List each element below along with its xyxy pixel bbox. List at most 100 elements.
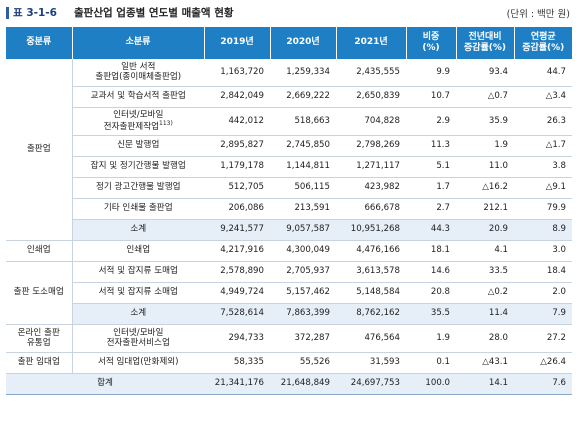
value-cell: 506,115 <box>270 177 336 199</box>
subcategory-cell: 인터넷/모바일 전자출판서비스업 <box>72 324 204 353</box>
value-cell: △1.7 <box>514 135 572 157</box>
value-cell: 213,591 <box>270 198 336 220</box>
value-cell: 704,828 <box>336 107 406 136</box>
column-header: 2020년 <box>270 27 337 59</box>
total-value-cell: 7.6 <box>514 373 572 395</box>
value-cell: 1,179,178 <box>204 156 270 178</box>
value-cell: 9.9 <box>406 59 456 87</box>
value-cell: 476,564 <box>336 324 406 353</box>
value-cell: 3.8 <box>514 156 572 178</box>
value-cell: 11.4 <box>456 303 514 325</box>
category-cell: 출판업 <box>6 59 73 241</box>
value-cell: 79.9 <box>514 198 572 220</box>
value-cell: 294,733 <box>204 324 270 353</box>
value-cell: 55,526 <box>270 352 336 374</box>
subtotal-row: 소계 7,528,614 7,863,399 8,762,162 35.5 11.4 7.9 <box>6 303 572 325</box>
value-cell: 2,650,839 <box>336 86 406 108</box>
value-cell: △43.1 <box>456 352 514 374</box>
value-cell: 2,745,850 <box>270 135 336 157</box>
subcategory-cell: 서적 및 잡지류 도매업 <box>72 261 204 283</box>
value-cell: △26.4 <box>514 352 572 374</box>
value-cell: 2,578,890 <box>204 261 270 283</box>
table-row: 신문 발행업 2,895,827 2,745,850 2,798,269 11.3 1.9… <box>6 135 572 157</box>
value-cell: 5,148,584 <box>336 282 406 304</box>
subcategory-cell: 서적 및 잡지류 소매업 <box>72 282 204 304</box>
column-header: 중분류 <box>6 27 73 59</box>
value-cell: 18.4 <box>514 261 572 283</box>
header-row: 중분류 소분류 2019년 2020년 2021년 비중 (%) 전년대비 증감률(%) 연평균 증… <box>6 27 572 59</box>
total-label: 합계 <box>6 373 204 395</box>
value-cell: △9.1 <box>514 177 572 199</box>
value-cell: △16.2 <box>456 177 514 199</box>
total-value-cell: 21,648,849 <box>270 373 336 395</box>
value-cell: 58,335 <box>204 352 270 374</box>
table-row: 기타 인쇄물 출판업 206,086 213,591 666,678 2.7 212.1 7… <box>6 198 572 220</box>
value-cell: 1,271,117 <box>336 156 406 178</box>
subtotal-row: 소계 9,241,577 9,057,587 10,951,268 44.3 20.9 8.… <box>6 219 572 241</box>
column-header: 전년대비 증감률(%) <box>456 27 515 59</box>
value-cell: 8.9 <box>514 219 572 241</box>
value-cell: 5,157,462 <box>270 282 336 304</box>
column-header: 2019년 <box>204 27 271 59</box>
value-cell: 2,895,827 <box>204 135 270 157</box>
subcategory-cell: 일반 서적 출판업(종이매체출판업) <box>72 59 204 87</box>
subcategory-cell: 서적 임대업(만화제외) <box>72 352 204 374</box>
category-cell: 인쇄업 <box>6 240 73 262</box>
subcategory-cell: 정기 광고간행물 발행업 <box>72 177 204 199</box>
table-title: 출판산업 업종별 연도별 매출액 현황 <box>74 7 234 19</box>
total-row: 합계 21,341,176 21,648,849 24,697,753 100.0 14.… <box>6 373 572 395</box>
value-cell: 666,678 <box>336 198 406 220</box>
value-cell: △0.2 <box>456 282 514 304</box>
value-cell: 1,144,811 <box>270 156 336 178</box>
category-cell: 출판 임대업 <box>6 352 73 374</box>
table-row: 정기 광고간행물 발행업 512,705 506,115 423,982 1.7 △16.… <box>6 177 572 199</box>
value-cell: 44.7 <box>514 59 572 87</box>
value-cell: 2.9 <box>406 107 456 136</box>
table-row: 인쇄업 인쇄업 4,217,916 4,300,049 4,476,166 18.1 4.1… <box>6 240 572 262</box>
unit-label: (단위 : 백만 원) <box>506 9 570 20</box>
value-cell: 9,241,577 <box>204 219 270 241</box>
value-cell: 11.0 <box>456 156 514 178</box>
subcategory-cell: 인쇄업 <box>72 240 204 262</box>
subcategory-cell: 신문 발행업 <box>72 135 204 157</box>
value-cell: 2.0 <box>514 282 572 304</box>
value-cell: 9,057,587 <box>270 219 336 241</box>
value-cell: 1.9 <box>406 324 456 353</box>
column-header: 연평균 증감률(%) <box>514 27 572 59</box>
value-cell: 3.0 <box>514 240 572 262</box>
value-cell: △3.4 <box>514 86 572 108</box>
value-cell: 2,435,555 <box>336 59 406 87</box>
total-value-cell: 24,697,753 <box>336 373 406 395</box>
value-cell: 33.5 <box>456 261 514 283</box>
value-cell: 28.0 <box>456 324 514 353</box>
table-number: 표 3-1-6 <box>13 7 57 19</box>
value-cell: 4,949,724 <box>204 282 270 304</box>
value-cell: 1.7 <box>406 177 456 199</box>
value-cell: 4,300,049 <box>270 240 336 262</box>
value-cell: 212.1 <box>456 198 514 220</box>
subcategory-cell: 인터넷/모바일 전자출판제작업113) <box>72 107 204 136</box>
value-cell: 20.8 <box>406 282 456 304</box>
value-cell: 1.9 <box>456 135 514 157</box>
subcategory-cell: 소계 <box>72 303 204 325</box>
caption-marker <box>6 7 9 19</box>
value-cell: 14.6 <box>406 261 456 283</box>
value-cell: 93.4 <box>456 59 514 87</box>
subcategory-cell: 소계 <box>72 219 204 241</box>
column-header: 2021년 <box>336 27 407 59</box>
footnote-marker: 113) <box>159 119 173 127</box>
category-cell: 출판 도소매업 <box>6 261 73 325</box>
value-cell: 2.7 <box>406 198 456 220</box>
value-cell: 7,528,614 <box>204 303 270 325</box>
table-row: 온라인 출판 유통업 인터넷/모바일 전자출판서비스업 294,733 372,287 47… <box>6 324 572 353</box>
value-cell: 4,217,916 <box>204 240 270 262</box>
value-cell: 7.9 <box>514 303 572 325</box>
value-cell: 2,669,222 <box>270 86 336 108</box>
value-cell: 2,705,937 <box>270 261 336 283</box>
value-cell: △0.7 <box>456 86 514 108</box>
table-row: 인터넷/모바일 전자출판제작업113) 442,012 518,663 704,828 2… <box>6 107 572 136</box>
total-value-cell: 100.0 <box>406 373 456 395</box>
value-cell: 27.2 <box>514 324 572 353</box>
value-cell: 10.7 <box>406 86 456 108</box>
